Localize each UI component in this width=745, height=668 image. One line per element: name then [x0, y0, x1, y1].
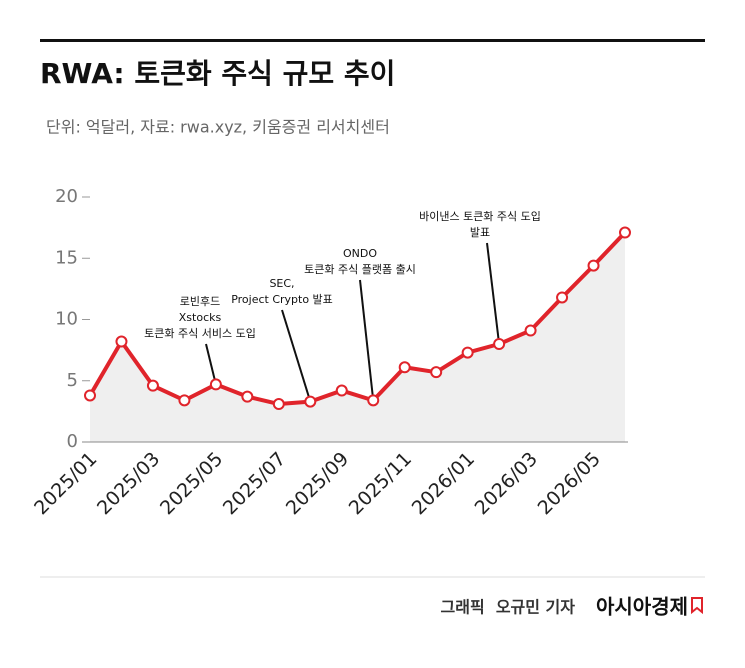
point: [556, 291, 569, 304]
annotation-leader: [281, 309, 312, 402]
annotation: 토큰화 주식 플랫폼 출시: [304, 263, 416, 276]
x-tick-label: 2025/09: [282, 448, 353, 519]
chart-title: RWA: 토큰화 주식 규모 추이: [40, 57, 395, 90]
point: [398, 361, 411, 374]
x-tick-label: 2025/05: [156, 448, 227, 519]
annotation: 로빈후드: [180, 295, 220, 308]
point: [367, 394, 380, 407]
point: [335, 384, 348, 397]
x-tick-label: 2025/11: [345, 448, 416, 519]
annotation-leader: [486, 242, 501, 345]
top-rule: [40, 39, 705, 42]
annotation-leader: [359, 279, 375, 401]
point: [241, 390, 254, 403]
chart-subtitle: 단위: 억달러, 자료: rwa.xyz, 키움증권 리서치센터: [46, 118, 390, 137]
point: [272, 398, 285, 411]
y-tick-label: 15: [55, 247, 78, 268]
annotation: SEC,: [269, 277, 294, 290]
x-tick-label: 2025/03: [93, 448, 164, 519]
y-tick-label: 0: [67, 431, 78, 452]
point: [461, 346, 474, 359]
point: [524, 324, 537, 337]
brand: 아시아경제: [596, 595, 688, 619]
annotation: 바이낸스 토큰화 주식 도입: [419, 210, 541, 223]
point: [587, 259, 600, 272]
y-tick-label: 20: [55, 186, 78, 207]
point: [209, 378, 222, 391]
point: [619, 226, 631, 239]
credit: 그래픽 오규민 기자: [441, 598, 576, 617]
point: [146, 379, 159, 392]
brand-icon: [691, 597, 703, 615]
y-tick-label: 10: [55, 309, 78, 330]
annotation: ONDO: [343, 247, 377, 260]
annotation: 발표: [470, 226, 490, 239]
x-tick-label: 2026/01: [408, 448, 479, 519]
x-tick-label: 2026/03: [471, 448, 542, 519]
annotation: Xstocks: [179, 311, 222, 324]
point: [84, 389, 96, 402]
x-tick-label: 2025/07: [219, 448, 290, 519]
annotation-leader: [205, 343, 217, 385]
point: [430, 366, 443, 379]
y-tick-label: 5: [67, 370, 78, 391]
x-tick-label: 2025/01: [30, 448, 101, 519]
point: [178, 394, 191, 407]
point: [493, 338, 506, 350]
x-tick-label: 2026/05: [534, 448, 605, 519]
annotation: Project Crypto 발표: [231, 293, 333, 306]
annotation: 토큰화 주식 서비스 도입: [144, 327, 256, 340]
point: [115, 335, 128, 348]
point: [304, 395, 317, 408]
